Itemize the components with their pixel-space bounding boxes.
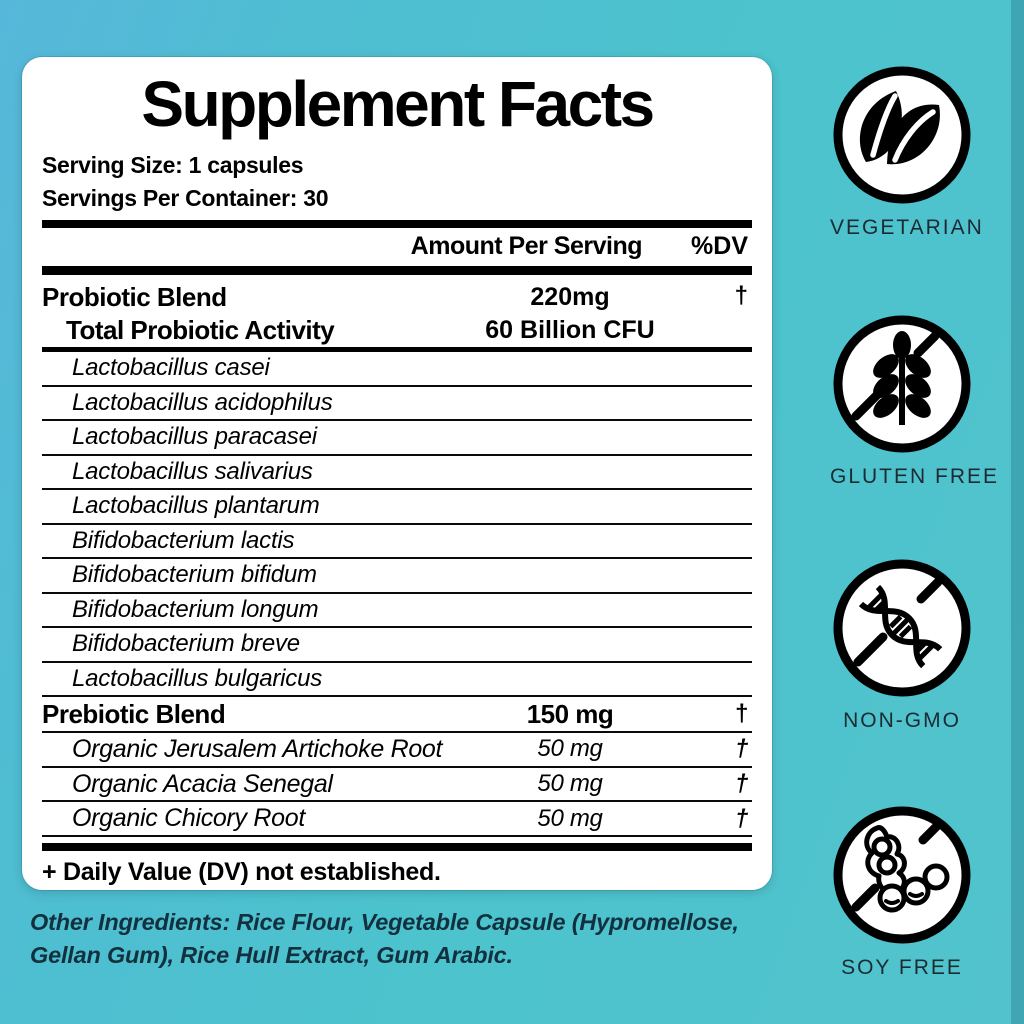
strain-row: Bifidobacterium bifidum [42, 559, 752, 594]
badge-label: NON-GMO [843, 709, 961, 732]
probiotic-strain-list: Lactobacillus casei Lactobacillus acidop… [42, 352, 752, 698]
amount-per-serving-header: Amount Per Serving [410, 232, 643, 261]
background-edge-shade [1011, 0, 1024, 1024]
servings-per-container: Servings Per Container: 30 [42, 185, 329, 212]
dagger-symbol: † [734, 282, 748, 310]
soybean-slash-icon [833, 806, 971, 944]
dagger-symbol: † [734, 770, 748, 798]
percent-dv-header: %DV [691, 232, 748, 261]
total-probiotic-activity: Total Probiotic Activity [66, 315, 335, 346]
daily-value-footnote: + Daily Value (DV) not established. [42, 858, 441, 887]
strain-row: Lactobacillus plantarum [42, 490, 752, 525]
dagger-symbol: † [734, 735, 748, 763]
prebiotic-row: Organic Acacia Senegal 50 mg † [42, 768, 752, 803]
other-ingredients-text: Other Ingredients: Rice Flour, Vegetable… [30, 909, 739, 968]
prebiotic-row: Organic Jerusalem Artichoke Root 50 mg † [42, 733, 752, 768]
wheat-slash-icon [833, 315, 971, 453]
strain-row: Bifidobacterium longum [42, 594, 752, 629]
badge-gluten-free: GLUTEN FREE [830, 312, 1000, 489]
strain-row: Lactobacillus paracasei [42, 421, 752, 456]
badge-vegetarian: VEGETARIAN [830, 63, 984, 240]
prebiotic-blend-amount: 150 mg [526, 698, 614, 729]
prebiotic-row: Organic Chicory Root 50 mg † [42, 802, 752, 838]
leaf-icon [833, 66, 971, 204]
dna-slash-icon [833, 559, 971, 697]
badge-label: VEGETARIAN [830, 216, 984, 239]
badge-label: SOY FREE [841, 956, 963, 979]
divider-medium [42, 347, 752, 353]
divider-thick [42, 220, 752, 229]
badge-label: GLUTEN FREE [830, 465, 1000, 488]
supplement-facts-title: Supplement Facts [141, 68, 655, 140]
serving-info: Serving Size: 1 capsules Servings Per Co… [42, 149, 752, 215]
serving-size: Serving Size: 1 capsules [42, 152, 304, 179]
badge-non-gmo: NON-GMO [830, 556, 974, 733]
strain-row: Bifidobacterium breve [42, 628, 752, 663]
probiotic-blend-row: Probiotic Blend Total Probiotic Activity… [42, 275, 752, 347]
strain-row: Lactobacillus casei [42, 352, 752, 387]
prebiotic-blend-name: Prebiotic Blend [42, 698, 226, 729]
strain-row: Bifidobacterium lactis [42, 525, 752, 560]
supplement-facts-panel: Supplement Facts Serving Size: 1 capsule… [22, 57, 772, 890]
divider-thick [42, 266, 752, 276]
total-probiotic-activity-amount: 60 Billion CFU [485, 316, 655, 345]
strain-row: Lactobacillus acidophilus [42, 387, 752, 422]
badge-soy-free: SOY FREE [830, 803, 974, 980]
divider-thick [42, 843, 752, 852]
dagger-symbol: † [734, 804, 748, 832]
strain-row: Lactobacillus salivarius [42, 456, 752, 491]
strain-row: Lactobacillus bulgaricus [42, 663, 752, 698]
probiotic-blend-name: Probiotic Blend [42, 282, 227, 313]
column-header-row: Amount Per Serving %DV [42, 228, 752, 266]
prebiotic-blend-row: Prebiotic Blend 150 mg † [42, 697, 752, 734]
dagger-symbol: † [735, 700, 748, 728]
probiotic-blend-amount: 220mg [530, 283, 610, 312]
